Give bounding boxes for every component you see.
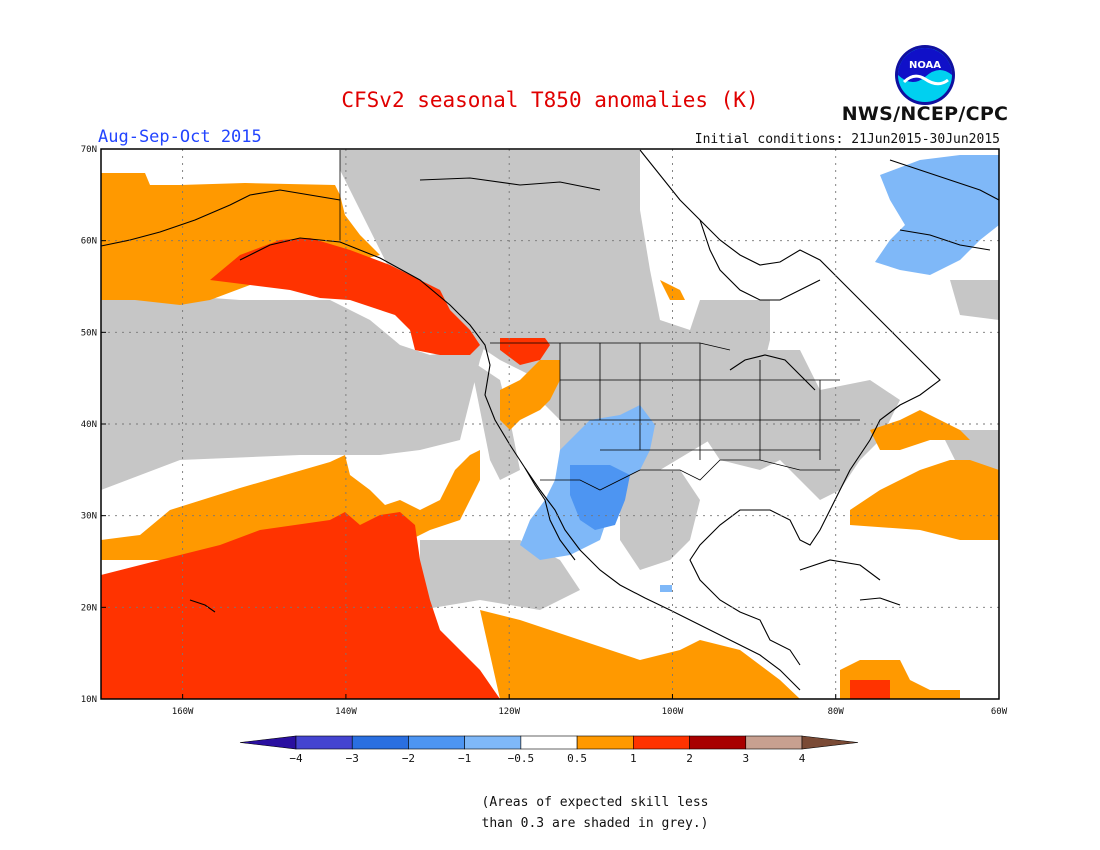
logo-text: NOAA bbox=[909, 60, 941, 71]
orange-us-west bbox=[500, 360, 560, 430]
colorbar-label: −3 bbox=[346, 752, 359, 765]
orange-atlantic-ne bbox=[870, 410, 970, 450]
lat-tick-label: 10N bbox=[81, 695, 97, 705]
anomaly-map: 10N 20N 30N 40N 50N 60N 70N 160W 140W 120W 100W 80W… bbox=[81, 145, 1008, 717]
period-label: Aug-Sep-Oct 2015 bbox=[98, 127, 262, 147]
lon-tick-label: 80W bbox=[828, 707, 845, 717]
initial-conditions-label: Initial conditions: 21Jun2015-30Jun2015 bbox=[694, 132, 1000, 147]
colorbar-label: 4 bbox=[799, 752, 806, 765]
colorbar-label: −0.5 bbox=[508, 752, 535, 765]
noaa-logo: NOAA bbox=[895, 45, 955, 105]
lon-tick-label: 100W bbox=[662, 707, 684, 717]
light-blue-labrador bbox=[875, 155, 999, 275]
orange-atlantic-se bbox=[850, 460, 999, 540]
axis-ticks: 10N 20N 30N 40N 50N 60N 70N 160W 140W 120W 100W 80W… bbox=[81, 145, 1008, 717]
colorbar-label: 1 bbox=[630, 752, 637, 765]
colorbar-label: 2 bbox=[686, 752, 693, 765]
skill-note-line-1: (Areas of expected skill less bbox=[481, 795, 709, 810]
colorbar-label: −1 bbox=[458, 752, 471, 765]
colorbar-label: −4 bbox=[289, 752, 303, 765]
colorbar-label: −2 bbox=[402, 752, 415, 765]
red-pacific-subtropics bbox=[101, 512, 500, 699]
lat-lon-grid bbox=[101, 149, 999, 699]
grey-canada bbox=[340, 150, 770, 470]
colorbar-max-arrow bbox=[801, 735, 859, 750]
skill-note: (Areas of expected skill less than 0.3 a… bbox=[0, 792, 1100, 834]
red-caribbean bbox=[850, 680, 890, 699]
lon-tick-label: 120W bbox=[498, 707, 520, 717]
light-blue-mexico-dot bbox=[660, 585, 672, 592]
colorbar-label: 0.5 bbox=[567, 752, 587, 765]
chart-title: CFSv2 seasonal T850 anomalies (K) bbox=[341, 88, 759, 112]
boundaries bbox=[339, 150, 860, 491]
grey-us-east bbox=[700, 350, 900, 500]
lat-tick-label: 70N bbox=[81, 145, 97, 155]
colorbar-label: 3 bbox=[742, 752, 749, 765]
skill-note-line-2: than 0.3 are shaded in grey.) bbox=[481, 816, 709, 831]
colorbar-swatch bbox=[351, 735, 409, 750]
colorbar-swatch bbox=[520, 735, 578, 750]
colorbar-swatch bbox=[745, 735, 803, 750]
colorbar-swatch bbox=[295, 735, 353, 750]
anomaly-shading bbox=[101, 150, 999, 699]
grey-north-pacific bbox=[101, 290, 490, 490]
lat-tick-label: 50N bbox=[81, 328, 97, 338]
grey-newfoundland bbox=[950, 280, 999, 320]
colorbar-swatch bbox=[689, 735, 747, 750]
blue-southwest-core bbox=[570, 465, 630, 530]
colorbar-swatch bbox=[633, 735, 690, 750]
coastlines bbox=[101, 149, 999, 691]
colorbar-swatch bbox=[464, 735, 522, 750]
red-gulf-of-alaska bbox=[210, 238, 480, 355]
colorbar-swatch bbox=[408, 735, 465, 750]
lon-tick-label: 140W bbox=[335, 707, 357, 717]
lon-tick-label: 60W bbox=[991, 707, 1008, 717]
lat-tick-label: 30N bbox=[81, 512, 97, 522]
lon-tick-label: 160W bbox=[172, 707, 194, 717]
colorbar-swatch bbox=[576, 735, 634, 750]
colorbar: −4 −3 −2 −1 −0.5 0.5 1 2 3 4 bbox=[239, 735, 859, 765]
colorbar-min-arrow bbox=[239, 735, 297, 750]
lat-tick-label: 40N bbox=[81, 420, 97, 430]
red-pnw bbox=[500, 338, 550, 365]
orange-baja-south bbox=[480, 610, 800, 699]
grey-mexico bbox=[620, 470, 700, 570]
lat-tick-label: 60N bbox=[81, 237, 97, 247]
lat-tick-label: 20N bbox=[81, 603, 97, 613]
agency-credit: NWS/NCEP/CPC bbox=[841, 103, 1009, 125]
